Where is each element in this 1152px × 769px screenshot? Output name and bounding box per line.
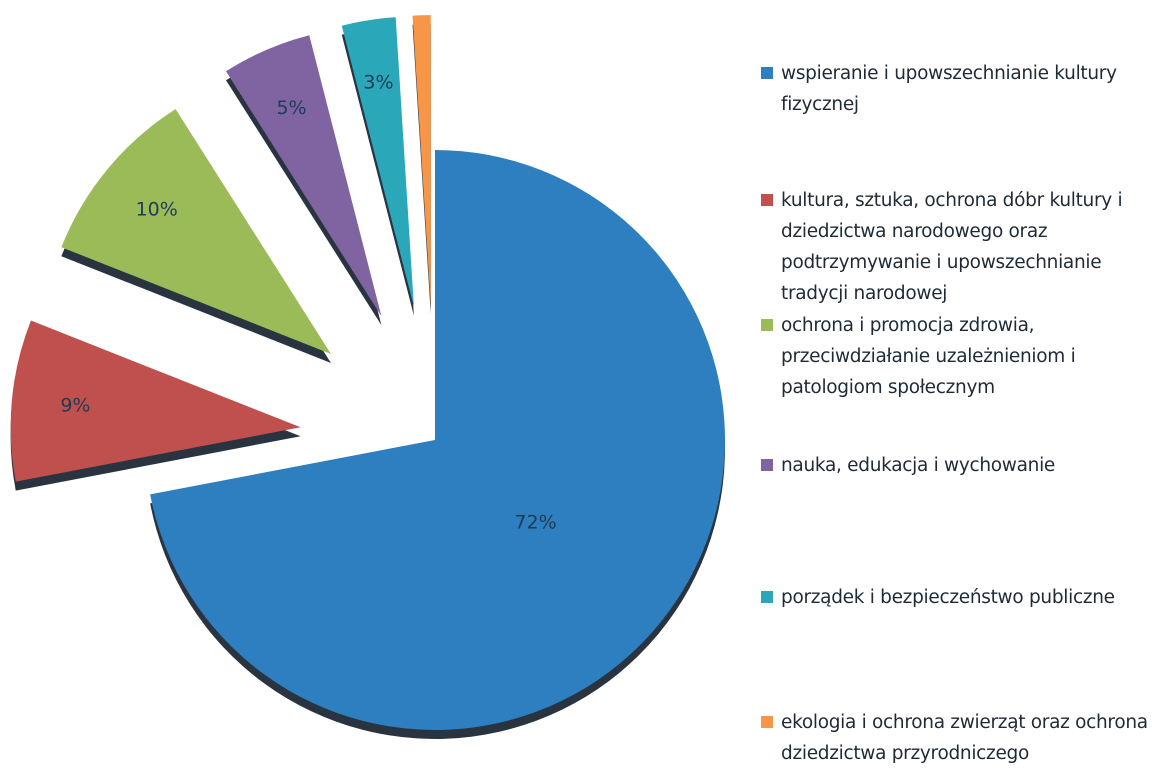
legend-swatch xyxy=(761,459,773,471)
legend-swatch xyxy=(761,194,773,206)
legend-label: ochrona i promocja zdrowia, przeciwdział… xyxy=(781,315,1076,398)
data-label: 1% xyxy=(406,0,436,3)
legend-label: porządek i bezpieczeństwo publiczne xyxy=(781,587,1115,608)
legend-entry: ekologia i ochrona zwierząt oraz ochrona… xyxy=(755,707,1152,769)
legend-entry: porządek i bezpieczeństwo publiczne xyxy=(755,582,1152,613)
legend-swatch xyxy=(761,67,773,79)
legend-swatch xyxy=(761,591,773,603)
legend-swatch xyxy=(761,716,773,728)
slice xyxy=(412,15,431,306)
legend-swatch xyxy=(761,319,773,331)
legend-entry: kultura, sztuka, ochrona dóbr kultury i … xyxy=(755,185,1152,309)
slice xyxy=(150,150,726,730)
legend-label: wspieranie i upowszechnianie kultury fiz… xyxy=(781,63,1117,115)
data-label: 72% xyxy=(514,512,556,534)
slice xyxy=(225,35,382,317)
slice xyxy=(341,17,414,307)
slice xyxy=(61,109,331,354)
chart: 72% 9% 10% 5% 3% 1% xyxy=(10,0,726,739)
legend-entry: wspieranie i upowszechnianie kultury fiz… xyxy=(755,58,1152,120)
legend-label: ekologia i ochrona zwierząt oraz ochrona… xyxy=(781,712,1148,764)
slice xyxy=(10,320,301,482)
legend-entry: ochrona i promocja zdrowia, przeciwdział… xyxy=(755,310,1152,403)
data-label: 9% xyxy=(60,395,90,417)
legend-entry: nauka, edukacja i wychowanie xyxy=(755,450,1152,481)
legend-label: kultura, sztuka, ochrona dóbr kultury i … xyxy=(781,190,1123,304)
data-label: 5% xyxy=(276,97,306,119)
legend-label: nauka, edukacja i wychowanie xyxy=(781,455,1056,476)
data-label: 3% xyxy=(363,72,393,94)
data-label: 10% xyxy=(136,198,178,220)
